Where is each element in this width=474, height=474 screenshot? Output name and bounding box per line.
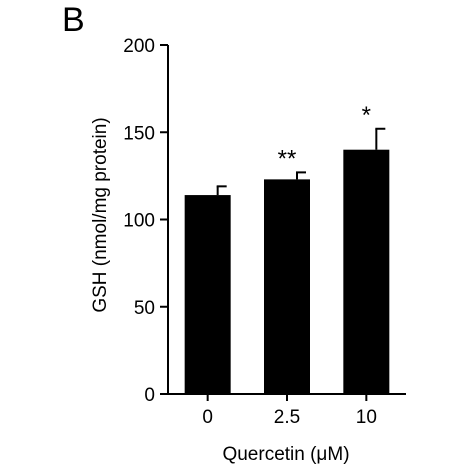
chart-axes: 0 50 100 150 200 0 2.5 10 (123, 36, 406, 428)
y-tick-label: 150 (123, 123, 155, 144)
bar (264, 179, 310, 394)
significance-label: * (362, 102, 371, 129)
x-tick-label: 10 (356, 407, 377, 428)
panel-label: B (62, 1, 85, 39)
bar (343, 149, 390, 394)
y-tick-label: 0 (144, 385, 155, 406)
chart-bars: *** (184, 102, 390, 394)
x-axis-label: Quercetin (μM) (222, 444, 349, 465)
x-tick-label: 0 (202, 407, 213, 428)
bar (184, 195, 231, 394)
significance-label: ** (278, 145, 297, 172)
y-tick-label: 50 (134, 298, 155, 319)
y-tick-label: 200 (123, 36, 155, 57)
y-axis-label: GSH (nmol/mg protein) (90, 117, 111, 312)
x-tick-label: 2.5 (274, 407, 300, 428)
y-tick-label: 100 (123, 211, 155, 232)
